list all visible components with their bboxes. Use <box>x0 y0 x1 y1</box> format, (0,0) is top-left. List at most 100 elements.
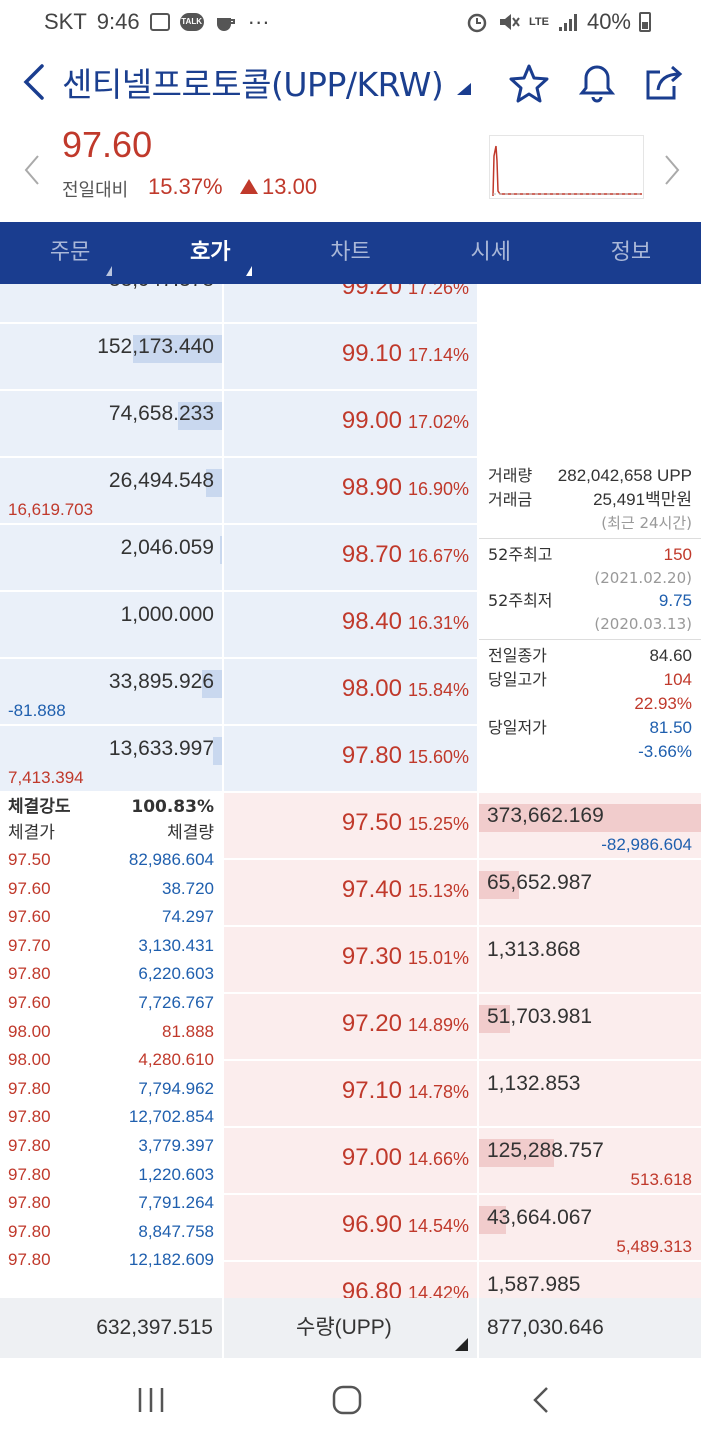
page-title[interactable]: 센티넬프로토콜(UPP/KRW) <box>62 65 444 104</box>
trade-price: 97.80 <box>8 964 51 984</box>
ask-price-cell[interactable]: 98.90 16.90% <box>224 458 477 523</box>
bid-price-wrap: 97.20 14.89% <box>342 1010 469 1038</box>
bid-price-cell[interactable]: 97.40 15.13% <box>224 860 477 925</box>
ask-qty-cell: 13,633.997 7,413.394 <box>0 726 222 791</box>
prev-coin-icon[interactable] <box>20 152 44 188</box>
amount-label: 거래금 <box>488 490 533 509</box>
tab-order[interactable]: 주문 <box>0 222 140 284</box>
bid-price-cell[interactable]: 97.00 14.66% <box>224 1128 477 1193</box>
amount-row: 거래금 25,491백만원 <box>479 488 701 512</box>
bid-price-cell[interactable]: 97.50 15.25% <box>224 793 477 858</box>
trade-row: 98.00 4,280.610 <box>0 1046 222 1075</box>
mini-chart-line <box>492 145 642 197</box>
trade-row: 97.80 6,220.603 <box>0 960 222 989</box>
mini-chart[interactable] <box>489 135 644 199</box>
trade-row: 97.80 3,779.397 <box>0 1132 222 1161</box>
tab-bar: 주문 호가 차트 시세 정보 <box>0 222 701 284</box>
ask-row[interactable]: 26,494.548 16,619.703 98.90 16.90% <box>0 458 701 525</box>
ask-price: 97.80 <box>341 742 402 769</box>
ask-row[interactable]: 74,658.233 99.00 17.02% <box>0 391 701 458</box>
bid-row[interactable]: 97.20 14.89% 51,703.981 <box>0 994 701 1061</box>
trade-price-header: 체결가 <box>8 823 55 843</box>
bid-price-cell[interactable]: 97.30 15.01% <box>224 927 477 992</box>
current-price: 97.60 <box>62 124 153 165</box>
ask-row[interactable]: 2,046.059 98.70 16.67% <box>0 525 701 592</box>
ask-qty-cell: 33,947.378 <box>0 284 222 322</box>
volume-row: 거래량 282,042,658 UPP <box>479 464 701 488</box>
ask-row[interactable]: 1,000.000 98.40 16.31% <box>0 592 701 659</box>
bid-price: 97.00 <box>341 1144 402 1171</box>
bid-row[interactable]: 97.10 14.78% 1,132.853 <box>0 1061 701 1128</box>
bid-row[interactable]: 97.00 14.66% 125,288.757 513.618 <box>0 1128 701 1195</box>
title-dropdown-icon[interactable] <box>457 83 471 95</box>
bid-pct: 14.54% <box>407 1216 469 1236</box>
ask-row[interactable]: 152,173.440 99.10 17.14% <box>0 324 701 391</box>
bid-qty-cell: 1,313.868 <box>479 927 701 992</box>
ask-qty-cell: 74,658.233 <box>0 391 222 456</box>
favorite-star-icon[interactable] <box>508 62 550 104</box>
unit-dropdown-icon[interactable] <box>455 1338 468 1351</box>
divider <box>479 639 701 640</box>
day-high-value: 104 <box>663 670 692 689</box>
tab-info[interactable]: 정보 <box>610 240 652 265</box>
ask-price: 98.70 <box>341 541 402 568</box>
next-coin-icon[interactable] <box>660 152 684 188</box>
day-low-value: 81.50 <box>649 718 692 737</box>
ask-row[interactable]: 33,895.926 -81.888 98.00 15.84% <box>0 659 701 726</box>
clock: 9:46 <box>96 9 140 34</box>
trade-qty: 7,726.767 <box>138 992 214 1012</box>
status-bar: SKT 9:46 TALK ··· LTE 40% <box>0 0 701 44</box>
carrier-label: SKT <box>44 9 87 34</box>
bid-row[interactable]: 97.50 15.25% 373,662.169 -82,986.604 <box>0 793 701 860</box>
bid-row[interactable]: 97.30 15.01% 1,313.868 <box>0 927 701 994</box>
ask-price-cell[interactable]: 99.20 17.26% <box>224 284 477 322</box>
bid-price-cell[interactable]: 97.20 14.89% <box>224 994 477 1059</box>
strength-value: 100.83% <box>131 797 214 817</box>
bid-price-cell[interactable]: 97.10 14.78% <box>224 1061 477 1126</box>
notification-bell-icon[interactable] <box>576 62 618 104</box>
home-icon[interactable] <box>331 1384 363 1416</box>
kakaotalk-icon: TALK <box>179 13 204 31</box>
share-icon[interactable] <box>644 62 686 104</box>
ask-price-cell[interactable]: 98.70 16.67% <box>224 525 477 590</box>
ask-price-cell[interactable]: 98.40 16.31% <box>224 592 477 657</box>
bid-change: 513.618 <box>630 1170 692 1189</box>
trade-price: 98.00 <box>8 1021 51 1041</box>
bid-pct: 14.66% <box>407 1149 469 1169</box>
ask-price-cell[interactable]: 97.80 15.60% <box>224 726 477 791</box>
day-high-pct: 22.93% <box>634 694 692 713</box>
bid-row[interactable]: 97.40 15.13% 65,652.987 <box>0 860 701 927</box>
high52-row: 52주최고 150 <box>479 543 701 567</box>
back-icon[interactable] <box>16 60 52 104</box>
ask-change: 16,619.703 <box>8 500 94 519</box>
trade-qty: 38.720 <box>162 878 214 898</box>
bid-row[interactable]: 96.80 14.42% 1,587.985 <box>0 1262 701 1298</box>
unit-selector[interactable]: 수량(UPP) <box>296 1316 392 1339</box>
bid-qty: 51,703.981 <box>487 1005 593 1028</box>
ask-price-cell[interactable]: 99.10 17.14% <box>224 324 477 389</box>
trade-qty: 74.297 <box>162 907 214 927</box>
ask-price-cell[interactable]: 98.00 15.84% <box>224 659 477 724</box>
more-notifications-icon: ··· <box>247 9 270 34</box>
prev-close-label: 전일종가 <box>488 646 547 665</box>
trade-qty: 82,986.604 <box>128 850 214 869</box>
ask-price-cell[interactable]: 99.00 17.02% <box>224 391 477 456</box>
trade-row: 97.80 7,794.962 <box>0 1075 222 1104</box>
low52-value: 9.75 <box>658 591 692 610</box>
amount-value: 25,491백만원 <box>593 490 692 509</box>
bid-pct: 15.25% <box>407 814 469 834</box>
bid-price-cell[interactable]: 96.90 14.54% <box>224 1195 477 1260</box>
tab-orderbook[interactable]: 호가 <box>140 222 280 284</box>
bid-volume-bar <box>479 1206 506 1234</box>
ask-row[interactable]: 33,947.378 99.20 17.26% <box>0 284 701 324</box>
ask-price-wrap: 98.40 16.31% <box>342 608 469 636</box>
recent-apps-icon[interactable] <box>136 1386 166 1414</box>
orderbook[interactable]: 33,947.378 99.20 17.26% 152,173.440 99.10… <box>0 284 701 1298</box>
bid-price-wrap: 96.80 14.42% <box>342 1278 469 1298</box>
tab-chart[interactable]: 차트 <box>330 240 371 265</box>
bid-row[interactable]: 96.90 14.54% 43,664.067 5,489.313 <box>0 1195 701 1262</box>
back-nav-icon[interactable] <box>530 1384 554 1416</box>
tab-market[interactable]: 시세 <box>470 240 511 265</box>
bid-price-cell[interactable]: 96.80 14.42% <box>224 1262 477 1298</box>
ask-row[interactable]: 13,633.997 7,413.394 97.80 15.60% <box>0 726 701 793</box>
